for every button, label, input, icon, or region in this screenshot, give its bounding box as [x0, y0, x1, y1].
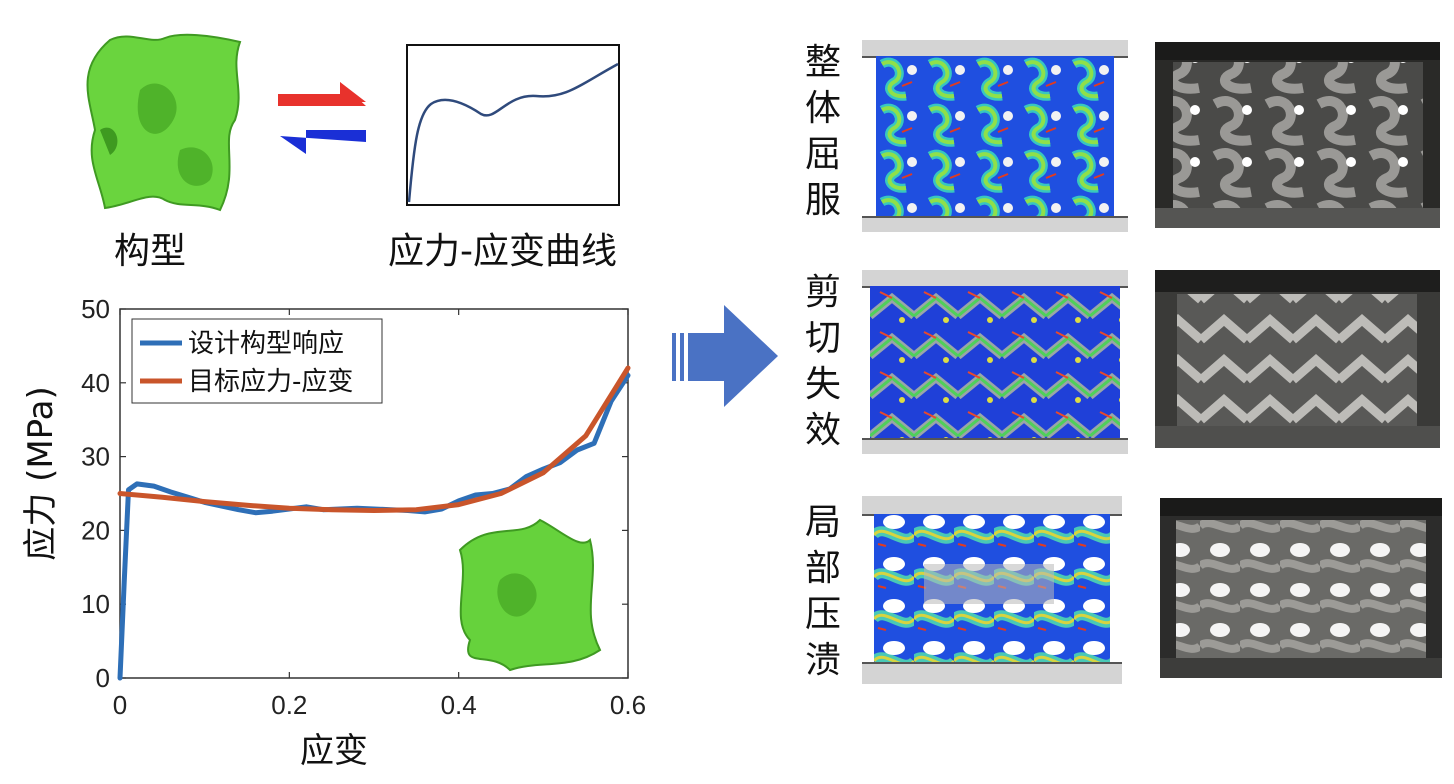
curve-label: 应力-应变曲线 [388, 231, 617, 272]
photo-local-crush [1160, 498, 1442, 678]
y-tick-label: 50 [81, 294, 110, 324]
mode-char: 切 [805, 318, 842, 359]
mode-label-local-crush: 局 部 压 溃 [805, 500, 841, 684]
y-tick-label: 20 [81, 515, 110, 545]
x-tick-label: 0.2 [271, 690, 307, 720]
mode-char: 服 [805, 180, 842, 221]
mode-char: 效 [805, 410, 842, 451]
mode-char: 屈 [805, 134, 842, 175]
mode-char: 整 [805, 42, 842, 83]
right-arrow-icon [672, 305, 778, 407]
y-axis-label: 应力 (MPa) [21, 386, 61, 560]
photo-shear-failure [1155, 270, 1440, 448]
simulation-image-local-crush [862, 496, 1122, 684]
mode-char: 失 [805, 364, 842, 405]
x-axis-label: 应变 [300, 731, 368, 771]
x-tick-label: 0.4 [441, 690, 477, 720]
mode-char: 剪 [805, 272, 842, 313]
stress-strain-chart: 0 10 20 30 40 50 0 0.2 0.4 0.6 应变 应力 (MPa) 设计构型响应目标应… [21, 294, 646, 771]
lattice-config-illustration [86, 33, 242, 212]
mode-char: 部 [805, 548, 842, 589]
exchange-arrows-icon [278, 82, 366, 154]
mode-char: 局 [805, 502, 842, 543]
legend-label: 目标应力-应变 [188, 367, 353, 397]
x-tick-label: 0.6 [610, 690, 646, 720]
photo-overall-yield [1155, 42, 1440, 228]
mode-char: 体 [805, 88, 842, 129]
mode-char: 溃 [805, 640, 842, 681]
simulation-image-overall-yield [862, 40, 1128, 232]
legend-box [131, 318, 383, 404]
y-tick-label: 10 [81, 589, 110, 619]
stress-strain-curve-thumbnail [406, 44, 620, 206]
config-label: 构型 [114, 231, 187, 272]
legend-label: 设计构型响应 [188, 329, 344, 359]
mode-label-shear-failure: 剪 切 失 效 [805, 270, 841, 454]
y-tick-label: 40 [81, 368, 110, 398]
series-line-1 [117, 365, 631, 513]
simulation-image-shear-failure [862, 270, 1128, 454]
mode-label-overall-yield: 整 体 屈 服 [805, 40, 841, 224]
mode-char: 压 [805, 594, 842, 635]
y-tick-label: 30 [81, 442, 110, 472]
x-tick-label: 0 [113, 690, 127, 720]
y-tick-label: 0 [96, 663, 110, 693]
inset-lattice-illustration [458, 518, 602, 672]
